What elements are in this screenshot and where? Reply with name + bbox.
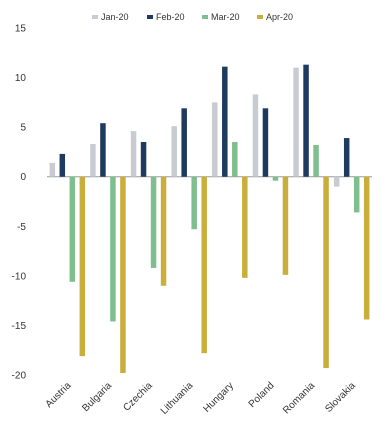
y-tick-label: -10 <box>12 271 27 282</box>
bar-bulgaria-mar-20 <box>110 176 116 322</box>
bar-slovakia-mar-20 <box>353 176 360 213</box>
bar-lithuania-feb-20 <box>181 108 187 177</box>
bar-slovakia-feb-20 <box>343 138 350 177</box>
y-tick-label: -20 <box>12 371 27 382</box>
chart-legend: Jan-20 Feb-20 Mar-20 Apr-20 <box>92 12 293 22</box>
bar-hungary-jan-20 <box>212 102 218 177</box>
x-tick-label: Lithuania <box>159 380 196 417</box>
bar-romania-feb-20 <box>303 64 309 177</box>
x-tick-label: Hungary <box>201 380 236 415</box>
bar-hungary-apr-20 <box>242 176 248 278</box>
legend-label: Feb-20 <box>156 12 185 22</box>
bar-poland-mar-20 <box>272 176 279 181</box>
bar-lithuania-jan-20 <box>171 126 177 177</box>
bar-romania-mar-20 <box>313 144 319 177</box>
bar-poland-apr-20 <box>282 176 289 275</box>
legend-label: Jan-20 <box>101 12 129 22</box>
bar-hungary-feb-20 <box>222 66 228 177</box>
bar-czechia-apr-20 <box>160 176 167 286</box>
y-tick-label: -15 <box>12 321 27 332</box>
x-tick-label: Czechia <box>121 380 155 414</box>
bar-austria-jan-20 <box>49 162 56 177</box>
bar-austria-mar-20 <box>69 176 76 282</box>
x-tick-label: Romania <box>281 380 317 416</box>
bar-romania-apr-20 <box>323 176 329 369</box>
legend-label: Apr-20 <box>266 12 293 22</box>
bar-austria-feb-20 <box>59 153 66 177</box>
x-tick-label: Slovakia <box>323 380 358 415</box>
bar-slovakia-apr-20 <box>363 176 370 320</box>
x-tick-label: Poland <box>247 380 277 410</box>
bars-group <box>49 64 370 374</box>
y-tick-label: 10 <box>15 73 27 84</box>
bar-bulgaria-apr-20 <box>120 176 126 374</box>
y-tick-label: 0 <box>20 172 26 183</box>
bar-slovakia-jan-20 <box>333 176 340 187</box>
legend-swatch <box>147 15 153 19</box>
bar-bulgaria-jan-20 <box>90 144 96 177</box>
bar-hungary-mar-20 <box>232 142 238 177</box>
bar-poland-jan-20 <box>252 94 259 177</box>
bar-romania-jan-20 <box>293 67 299 177</box>
y-tick-label: 5 <box>20 123 26 134</box>
bar-lithuania-mar-20 <box>191 176 197 230</box>
legend-swatch <box>92 15 98 19</box>
bar-czechia-jan-20 <box>130 131 137 177</box>
legend-swatch <box>257 15 263 19</box>
x-axis: Austria Bulgaria Czechia Lithuania Hungary Po… <box>44 380 358 417</box>
y-axis: 15 10 5 0 -5 -10 -15 -20 <box>12 24 27 382</box>
x-tick-label: Bulgaria <box>80 380 114 414</box>
y-tick-label: 15 <box>15 24 27 35</box>
y-tick-label: -5 <box>17 222 26 233</box>
legend-label: Mar-20 <box>211 12 240 22</box>
bar-bulgaria-feb-20 <box>100 123 106 177</box>
x-tick-label: Austria <box>44 380 74 410</box>
bar-czechia-mar-20 <box>150 176 157 268</box>
bar-lithuania-apr-20 <box>201 176 207 354</box>
bar-austria-apr-20 <box>79 176 86 357</box>
bar-poland-feb-20 <box>262 108 269 177</box>
legend-swatch <box>202 15 208 19</box>
bar-czechia-feb-20 <box>140 142 147 177</box>
